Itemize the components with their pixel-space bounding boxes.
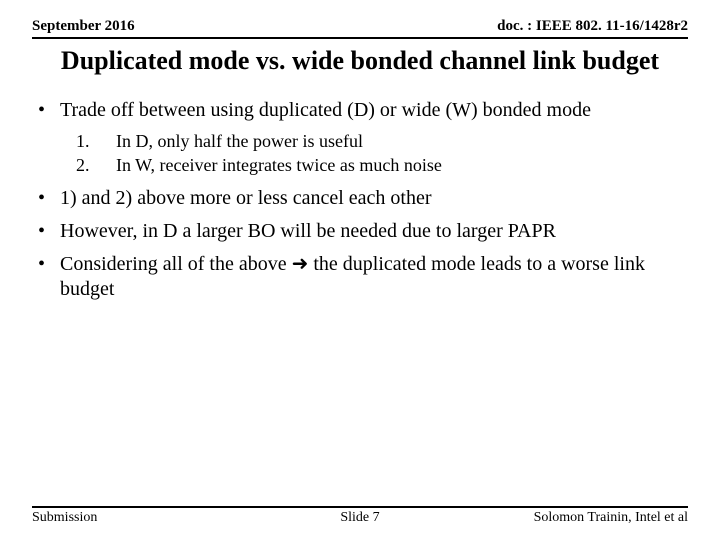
header-date: September 2016 <box>32 18 135 35</box>
header-doc: doc. : IEEE 802. 11-16/1428r2 <box>497 18 688 35</box>
footer: Submission Slide 7 Solomon Trainin, Inte… <box>32 506 688 526</box>
bullet-item: However, in D a larger BO will be needed… <box>32 219 688 244</box>
bullet-item: Considering all of the above ➜ the dupli… <box>32 252 688 302</box>
numbered-list: 1. In D, only half the power is useful 2.… <box>60 129 688 178</box>
bullet-text: 1) and 2) above more or less cancel each… <box>60 187 432 209</box>
bullet-text: Considering all of the above ➜ the dupli… <box>60 253 645 300</box>
footer-left: Submission <box>32 510 97 526</box>
footer-center: Slide 7 <box>340 510 379 526</box>
numbered-text: In D, only half the power is useful <box>116 131 363 151</box>
bullet-text: However, in D a larger BO will be needed… <box>60 220 556 242</box>
number-label: 2. <box>76 153 90 177</box>
bullet-list: Trade off between using duplicated (D) o… <box>32 98 688 302</box>
numbered-item: 2. In W, receiver integrates twice as muc… <box>60 153 688 177</box>
slide-title: Duplicated mode vs. wide bonded channel … <box>32 45 688 76</box>
bullet-item: Trade off between using duplicated (D) o… <box>32 98 688 178</box>
header: September 2016 doc. : IEEE 802. 11-16/14… <box>32 18 688 39</box>
footer-right: Solomon Trainin, Intel et al <box>534 510 688 526</box>
numbered-item: 1. In D, only half the power is useful <box>60 129 688 153</box>
number-label: 1. <box>76 129 90 153</box>
numbered-text: In W, receiver integrates twice as much … <box>116 155 442 175</box>
bullet-text: Trade off between using duplicated (D) o… <box>60 99 591 121</box>
slide-body: Trade off between using duplicated (D) o… <box>32 98 688 302</box>
bullet-item: 1) and 2) above more or less cancel each… <box>32 186 688 211</box>
